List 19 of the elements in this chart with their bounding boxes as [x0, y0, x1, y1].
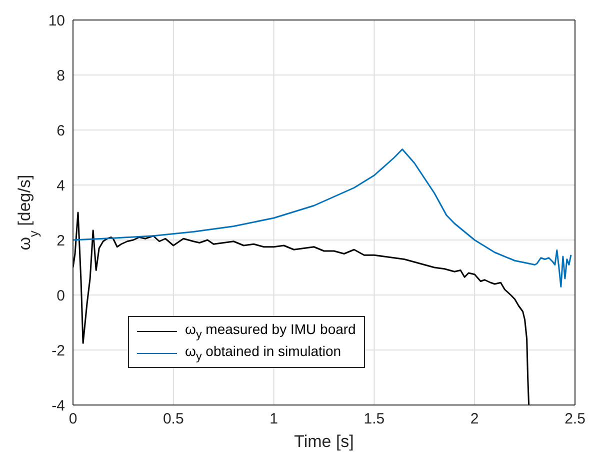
x-tick-label: 2.5 — [564, 410, 586, 428]
line-series — [73, 212, 530, 405]
y-tick-label: 4 — [56, 177, 65, 194]
legend-label: ω$_{y}$ measured by IMU board — [185, 321, 356, 341]
y-tick-label: -4 — [52, 397, 65, 414]
x-tick-label: 1.5 — [364, 410, 385, 428]
x-axis-title: Time [s] — [294, 432, 354, 451]
x-tick-label: 0 — [68, 410, 78, 428]
y-tick-label: 8 — [56, 67, 65, 84]
line-series — [73, 148, 572, 288]
legend-label: ω$_{y}$ obtained in simulation — [185, 343, 342, 363]
y-tick-label: 6 — [56, 122, 65, 140]
x-tick-label: 1 — [270, 410, 278, 428]
y-tick-label: -2 — [52, 342, 65, 360]
x-tick-label: 0.5 — [162, 410, 184, 428]
y-tick-label: 2 — [56, 232, 65, 250]
y-tick-label: 10 — [48, 12, 65, 30]
x-tick-label: 2 — [470, 410, 479, 428]
y-tick-label: 0 — [56, 287, 65, 304]
